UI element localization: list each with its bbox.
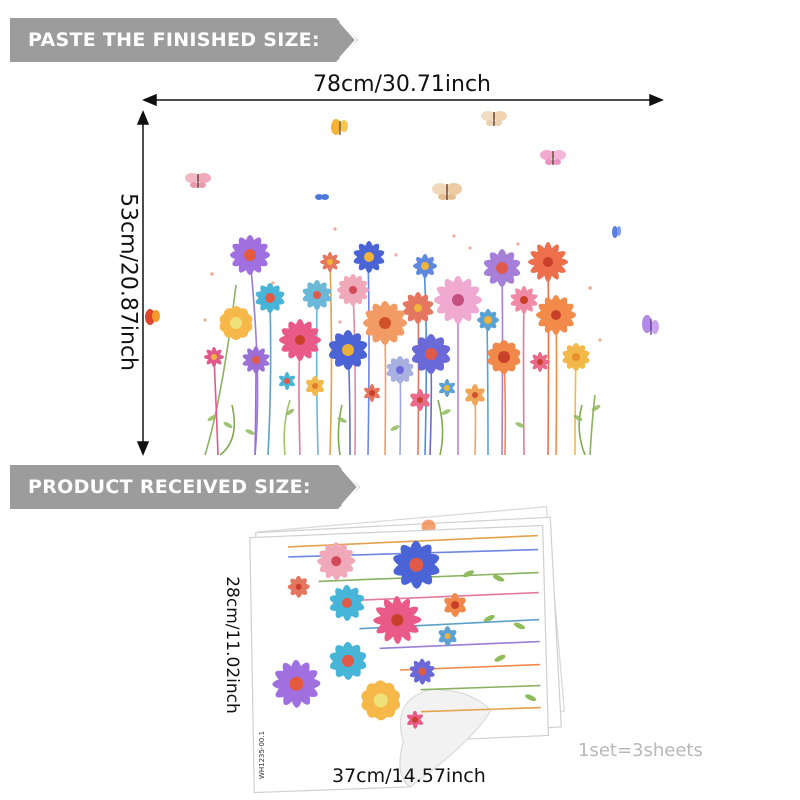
flower-icon <box>510 286 538 314</box>
leaves <box>207 404 601 435</box>
finished-size-banner: PASTE THE FINISHED SIZE: <box>10 18 358 62</box>
flower-icon <box>530 352 550 372</box>
flower-icon <box>411 334 451 374</box>
received-size-banner: PRODUCT RECEIVED SIZE: <box>10 465 360 509</box>
butterfly-icon <box>612 226 621 238</box>
finished-size-label: PASTE THE FINISHED SIZE: <box>28 29 320 51</box>
butterfly-icon <box>540 150 566 165</box>
flower-icon <box>536 295 576 335</box>
received-height-label: 28cm/11.02inch <box>222 576 242 714</box>
flower-icon <box>353 241 385 273</box>
banner-arrow-shape <box>10 18 358 62</box>
flower-icon <box>439 379 455 397</box>
flower-icon <box>230 235 270 275</box>
butterfly-icon <box>331 119 348 135</box>
butterfly-icon <box>642 315 659 335</box>
butterfly-icon <box>185 173 211 188</box>
flower-icon <box>386 356 414 384</box>
flower-icon <box>363 301 407 345</box>
butterfly-icon <box>432 183 462 200</box>
flower-icon <box>364 384 380 402</box>
flower-icon <box>337 274 369 306</box>
banner-arrow-shape <box>10 465 360 509</box>
flower-icon <box>320 252 340 272</box>
flower-icon <box>465 384 485 406</box>
flower-icon <box>279 319 321 361</box>
flower-icon <box>477 309 499 331</box>
butterfly-icon <box>315 194 329 200</box>
flower-icon <box>483 249 521 287</box>
set-count-note: 1set=3sheets <box>578 740 703 761</box>
flower-icon <box>413 254 437 278</box>
flower-icon <box>487 340 521 374</box>
flower-icon <box>255 283 285 313</box>
flower-icon <box>302 280 332 310</box>
decor-dots <box>203 227 602 342</box>
flower-icon <box>434 276 482 324</box>
sticker-sheet-front <box>249 524 549 794</box>
flower-icon <box>402 292 434 324</box>
flower-icon <box>410 389 430 411</box>
flower-icon <box>528 242 568 282</box>
flower-icon <box>279 372 295 390</box>
butterfly-icon <box>481 111 507 126</box>
sheet-code: WH1235-00.1 <box>258 730 266 780</box>
flower-icon <box>219 306 253 340</box>
flower-icon <box>204 347 224 367</box>
finished-width-label: 78cm/30.71inch <box>312 72 491 97</box>
flower-icon <box>328 330 368 370</box>
flower-icon <box>562 343 590 371</box>
received-width-label: 37cm/14.57inch <box>332 765 486 787</box>
height-arrow <box>136 110 150 456</box>
flower-icon <box>306 376 324 396</box>
butterfly-icon <box>145 309 160 325</box>
flower-icon <box>242 346 270 374</box>
width-arrow <box>142 93 664 107</box>
received-size-label: PRODUCT RECEIVED SIZE: <box>28 476 311 498</box>
